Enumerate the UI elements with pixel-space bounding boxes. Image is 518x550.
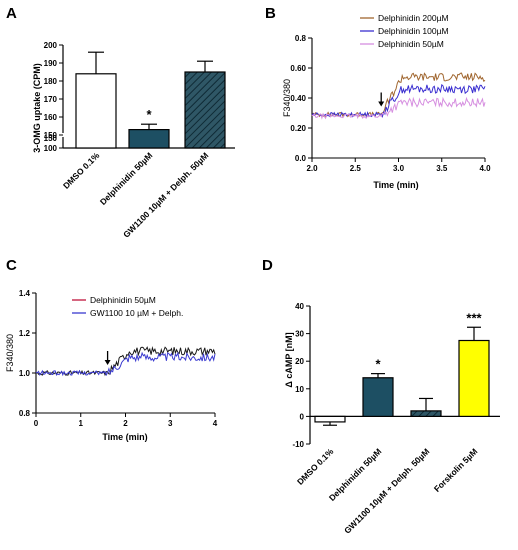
- panel-c-legend: Delphinidin 50µM GW1100 10 µM + Delph.: [72, 295, 183, 318]
- legend-label: Delphinidin 100µM: [378, 26, 449, 36]
- xtick-label: 3.5: [436, 164, 448, 173]
- panel-d-ytick-label: 20: [295, 357, 304, 366]
- panel-c-series: [35, 345, 216, 377]
- xtick-label: 1: [79, 419, 84, 428]
- xtick-label: 4.0: [479, 164, 491, 173]
- panel-a-bar: [128, 129, 170, 149]
- ytick-label: 1.0: [19, 369, 31, 378]
- panel-d-bars: ****: [314, 310, 490, 426]
- ytick-label: 1.2: [19, 329, 31, 338]
- panel-d-ytick-label: 10: [295, 385, 304, 394]
- panel-a-ytick-label: 190: [44, 59, 58, 68]
- series-line: [35, 345, 216, 377]
- stimulus-arrow-icon: [104, 360, 111, 365]
- ytick-label: 0.8: [19, 409, 31, 418]
- panel-d-category-label: Forskolin 5µM: [432, 446, 480, 494]
- panel-a-category-label: DMSO 0.1%: [61, 150, 102, 191]
- xtick-label: 3: [168, 419, 173, 428]
- legend-label: GW1100 10 µM + Delph.: [90, 308, 183, 318]
- panel-c-ylabel: F340/380: [5, 334, 15, 372]
- panel-a-significance: *: [146, 107, 152, 122]
- series-line: [311, 96, 486, 120]
- legend-label: Delphinidin 50µM: [378, 39, 444, 49]
- panel-d-ylabel: Δ cAMP [nM]: [284, 332, 294, 387]
- panel-b-series: [311, 72, 486, 120]
- panel-letter-b: B: [265, 5, 276, 22]
- panel-a-ytick-label: 180: [44, 77, 58, 86]
- panel-b-ylabel: F340/380: [282, 79, 292, 117]
- panel-a-ytick-label: 170: [44, 95, 58, 104]
- stimulus-arrow-icon: [378, 101, 385, 107]
- panel-a-category-label: Delphinidin 50µM: [98, 150, 155, 207]
- ytick-label: 0.40: [290, 94, 306, 103]
- legend-label: Delphinidin 50µM: [90, 295, 156, 305]
- xtick-label: 4: [213, 419, 218, 428]
- xtick-label: 3.0: [393, 164, 405, 173]
- panel-b-xlabel: Time (min): [373, 180, 418, 190]
- panel-a-bar: [75, 73, 117, 149]
- panel-b-legend: Delphinidin 200µM Delphinidin 100µM Delphi…: [360, 13, 449, 49]
- panel-a-ylabel: 3-OMG uptake (CPM): [32, 63, 42, 153]
- panel-d-significance: ***: [466, 310, 482, 325]
- panel-b-line-chart: F340/380 Time (min) 2.0 2.5 3.0 3.5 4.0 0.0 0.…: [282, 13, 491, 190]
- panel-a-ytick-label: 200: [44, 41, 58, 50]
- panel-a-bar: [184, 71, 226, 149]
- panel-d-ytick-label: 40: [295, 302, 304, 311]
- panel-d-bar: [458, 339, 490, 418]
- panel-d-category-label: DMSO 0.1%: [295, 446, 336, 487]
- panel-a-ytick-label: 150: [44, 131, 58, 140]
- panel-d-significance: *: [375, 357, 381, 372]
- series-line: [35, 351, 216, 377]
- xtick-label: 2: [123, 419, 128, 428]
- ytick-label: 1.4: [19, 289, 31, 298]
- ytick-label: 0.0: [295, 154, 307, 163]
- panel-c-xlabel: Time (min): [102, 432, 147, 442]
- panel-a-ytick-label: 100: [44, 144, 58, 153]
- panel-a-ytick-label: 150: [44, 134, 58, 143]
- legend-label: Delphinidin 200µM: [378, 13, 449, 23]
- panel-a-bar-chart: 3-OMG uptake (CPM) 150 160 170 180 190 200 100…: [32, 41, 236, 240]
- panel-letter-c: C: [6, 257, 17, 274]
- xtick-label: 0: [34, 419, 39, 428]
- panel-b-axes: 2.0 2.5 3.0 3.5 4.0 0.0 0.20 0.40 0.60 0.8: [290, 34, 491, 173]
- series-line: [311, 72, 486, 118]
- ytick-label: 0.20: [290, 124, 306, 133]
- series-line: [311, 83, 486, 119]
- xtick-label: 2.5: [350, 164, 362, 173]
- panel-d-ytick-label: 0: [300, 412, 305, 421]
- panel-a-bars: *: [75, 51, 226, 149]
- panel-c-line-chart: F340/380 Time (min) 0 1 2 3 4 0.8 1.0 1.2 1.4 De…: [5, 289, 218, 442]
- ytick-label: 0.8: [295, 34, 307, 43]
- panel-letter-d: D: [262, 257, 273, 274]
- panel-d-bar: [314, 415, 346, 423]
- panel-d-bar: [410, 410, 442, 418]
- panel-c-axes: 0 1 2 3 4 0.8 1.0 1.2 1.4: [19, 289, 218, 428]
- panel-letter-a: A: [6, 5, 17, 22]
- panel-d-ytick-label: -10: [292, 440, 304, 449]
- panel-a-ytick-label: 160: [44, 113, 58, 122]
- panel-d-category-label: GW1100 10µM + Delph. 50µM: [342, 446, 431, 535]
- panel-d-ytick-label: 30: [295, 330, 304, 339]
- panel-d-bar: [362, 377, 394, 418]
- xtick-label: 2.0: [306, 164, 318, 173]
- ytick-label: 0.60: [290, 64, 306, 73]
